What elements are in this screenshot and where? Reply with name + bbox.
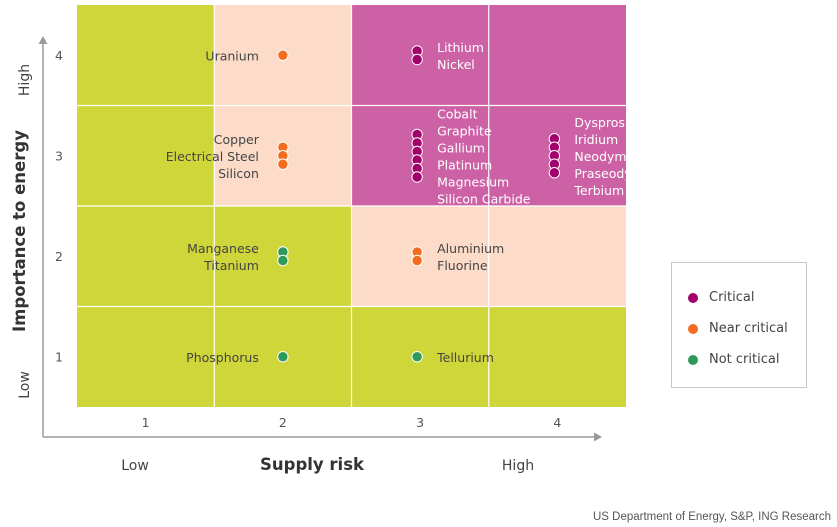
legend-label-not-critical: Not critical bbox=[709, 352, 780, 367]
x-axis-high-label: High bbox=[502, 458, 534, 474]
data-label: Praseodymium bbox=[574, 166, 667, 181]
data-label: Fluorine bbox=[437, 258, 488, 273]
data-label: Platinum bbox=[437, 157, 492, 172]
data-label: Graphite bbox=[437, 123, 492, 138]
x-axis-title: Supply risk bbox=[260, 455, 365, 474]
risk-zone-4 bbox=[77, 105, 215, 206]
legend-swatch-not-critical bbox=[688, 355, 698, 365]
y-tick-label: 4 bbox=[55, 48, 63, 63]
data-point-uranium bbox=[277, 49, 289, 61]
y-tick-label: 2 bbox=[55, 249, 63, 264]
y-tick-label: 1 bbox=[55, 349, 63, 364]
data-label: Titanium bbox=[203, 258, 259, 273]
data-label: Tellurium bbox=[436, 350, 494, 365]
data-label: Electrical Steel bbox=[166, 149, 259, 164]
data-point-silicon bbox=[277, 158, 289, 170]
data-label: Neodymium bbox=[574, 149, 650, 164]
data-label: Manganese bbox=[187, 241, 259, 256]
data-label: Silicon bbox=[218, 166, 259, 181]
risk-zone-1 bbox=[77, 5, 215, 106]
legend-label-near-critical: Near critical bbox=[709, 321, 788, 336]
x-tick-label: 1 bbox=[142, 415, 150, 430]
legend-swatch-critical bbox=[688, 293, 698, 303]
data-label: Cobalt bbox=[437, 106, 477, 121]
data-label: Gallium bbox=[437, 140, 485, 155]
data-label: Copper bbox=[214, 132, 260, 147]
data-label: Iridium bbox=[574, 132, 618, 147]
data-label: Terbium bbox=[573, 183, 624, 198]
x-axis-low-label: Low bbox=[121, 458, 149, 474]
y-axis-low-label: Low bbox=[17, 371, 33, 399]
data-point-titanium bbox=[277, 254, 289, 267]
x-axis-arrowhead bbox=[594, 432, 602, 442]
x-tick-label: 3 bbox=[416, 415, 424, 430]
x-tick-label: 2 bbox=[279, 415, 287, 430]
data-label: Phosphorus bbox=[186, 350, 259, 365]
legend-label-critical: Critical bbox=[709, 290, 755, 305]
y-axis-title: Importance to energy bbox=[10, 130, 29, 332]
data-label: Dysprosium bbox=[574, 115, 648, 130]
data-point-nickel bbox=[411, 53, 423, 66]
data-label: Aluminium bbox=[437, 241, 504, 256]
y-axis-arrowhead bbox=[38, 36, 48, 44]
data-label: Uranium bbox=[205, 48, 258, 63]
data-point-tellurium bbox=[411, 351, 423, 363]
data-label: Silicon Carbide bbox=[437, 191, 531, 206]
source-note: US Department of Energy, S&P, ING Resear… bbox=[593, 511, 831, 523]
data-point-phosphorus bbox=[277, 351, 289, 363]
data-label: Nickel bbox=[437, 57, 475, 72]
data-point-terbium bbox=[548, 167, 561, 179]
data-label: Lithium bbox=[437, 40, 484, 55]
x-tick-label: 4 bbox=[553, 415, 561, 430]
data-label: Magnesium bbox=[437, 174, 509, 189]
data-point-fluorine bbox=[411, 254, 423, 267]
data-point-silicon-carbide bbox=[411, 171, 423, 183]
chart-legend: Critical Near critical Not critical bbox=[671, 262, 807, 388]
legend-swatch-near-critical bbox=[688, 324, 698, 334]
y-tick-label: 3 bbox=[55, 148, 63, 163]
y-axis-high-label: High bbox=[17, 64, 33, 96]
